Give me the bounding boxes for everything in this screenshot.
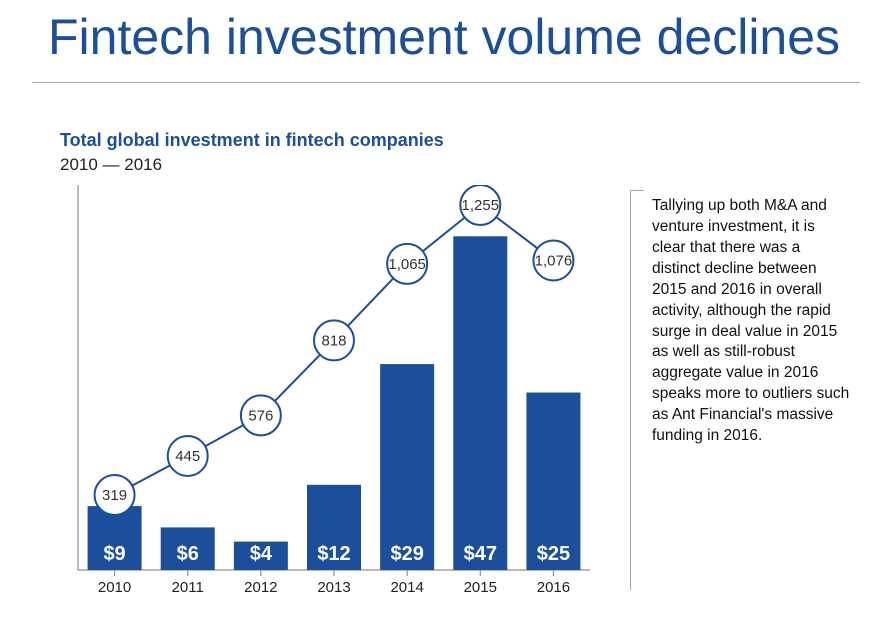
bar-value-label: $47	[464, 543, 497, 565]
x-axis-label: 2010	[98, 579, 131, 596]
headline: Fintech investment volume declines	[48, 8, 840, 66]
bar	[453, 236, 507, 570]
x-axis-label: 2011	[172, 579, 204, 596]
side-commentary: Tallying up both M&A and venture investm…	[652, 196, 850, 447]
line-value-label: 319	[102, 487, 127, 504]
x-axis-label: 2013	[317, 579, 350, 596]
chart-date-range: 2010 — 2016	[60, 155, 162, 175]
line-value-label: 1,076	[535, 252, 573, 269]
side-rule-tick	[630, 190, 644, 191]
bar-value-label: $25	[537, 543, 570, 565]
line-value-label: 1,065	[388, 256, 426, 273]
chart-title: Total global investment in fintech compa…	[60, 130, 444, 151]
bar	[380, 364, 434, 570]
page: Fintech investment volume declines Total…	[0, 0, 872, 635]
line-value-label: 576	[248, 407, 273, 424]
horizontal-rule	[32, 82, 860, 83]
line-value-label: 1,255	[462, 197, 500, 214]
bar-value-label: $12	[317, 543, 350, 565]
x-axis-label: 2016	[537, 579, 570, 596]
chart-svg: $9 2010 $6 2011 $4 2012 $12 2013 $29 2014 $47 2015 $…	[60, 185, 605, 605]
x-axis-label: 2015	[464, 579, 497, 596]
bar-value-label: $9	[103, 543, 125, 565]
line-value-label: 818	[321, 332, 346, 349]
bar-value-label: $6	[177, 543, 199, 565]
x-axis-label: 2014	[390, 579, 423, 596]
line-value-label: 445	[175, 448, 200, 465]
chart: $9 2010 $6 2011 $4 2012 $12 2013 $29 2014 $47 2015 $…	[60, 185, 605, 605]
bar-value-label: $4	[250, 543, 273, 565]
side-rule	[630, 190, 631, 590]
bar-value-label: $29	[390, 543, 423, 565]
x-axis-label: 2012	[244, 579, 277, 596]
